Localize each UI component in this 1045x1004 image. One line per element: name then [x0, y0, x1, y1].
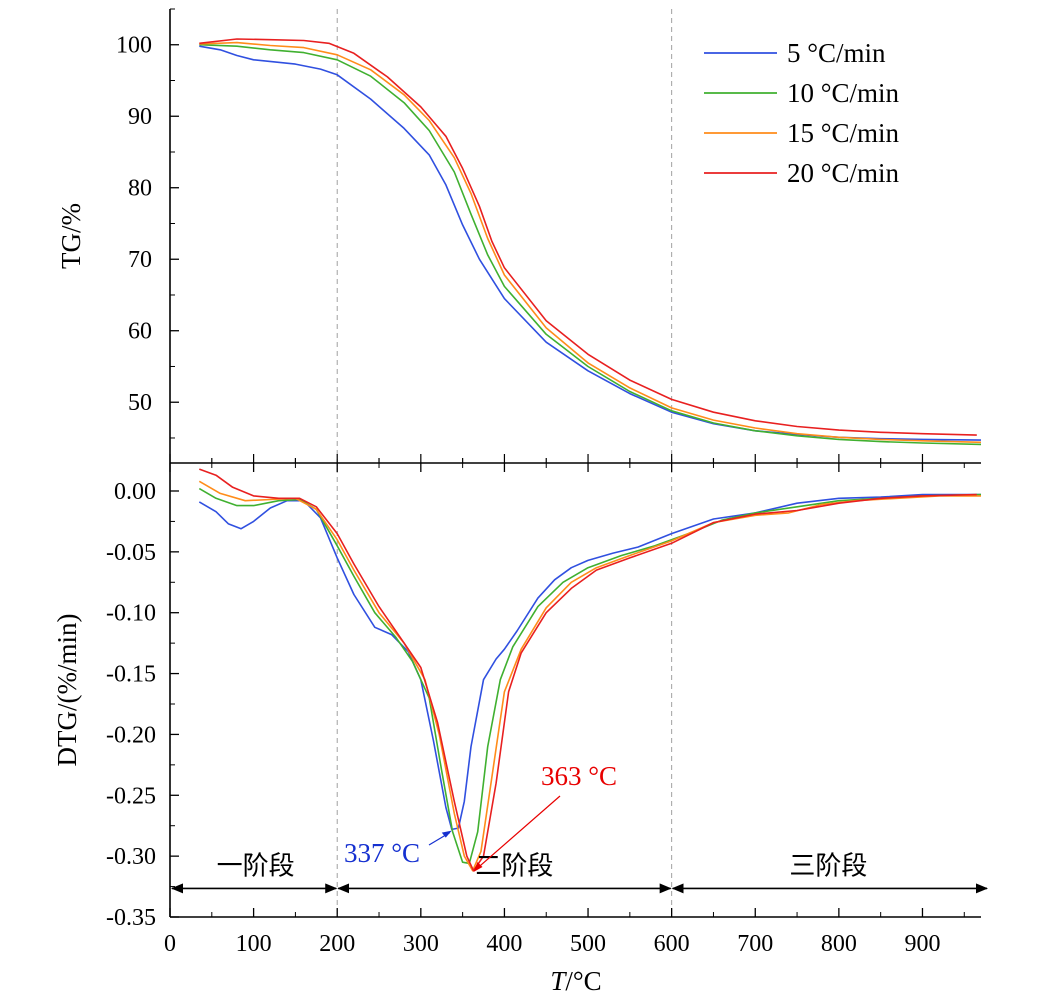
- x-axis-label: T/°C: [550, 966, 601, 996]
- dtg-series-line-2: [198, 480, 981, 872]
- tg-y-tick-label: 80: [128, 176, 152, 202]
- dtg-series-line-0: [198, 493, 981, 831]
- legend-label-2: 15 °C/min: [787, 118, 900, 148]
- dtg-series-line-3: [199, 468, 977, 872]
- dtg-series-line-1: [198, 487, 982, 865]
- x-tick-label: 700: [737, 931, 773, 957]
- dtg-y-tick-label: -0.30: [106, 844, 156, 870]
- tg-series-line-1: [199, 43, 982, 446]
- peak-20-pointer: [476, 795, 561, 870]
- x-tick-label: 200: [319, 931, 355, 957]
- legend-label-1: 10 °C/min: [787, 78, 900, 108]
- peak-20-label: 363 °C: [541, 761, 617, 791]
- dtg-y-tick-label: 0.00: [114, 479, 156, 505]
- dtg-y-axis-label: DTG/(%/min): [52, 614, 82, 767]
- tg-y-tick-label: 100: [116, 33, 152, 59]
- tg-y-axis-label: TG/%: [56, 203, 86, 269]
- tg-series-line-3: [199, 38, 977, 436]
- peak-5-pointer-head: [441, 830, 452, 838]
- stage-label-0: 一阶段: [217, 851, 295, 880]
- x-tick-label: 900: [904, 931, 940, 957]
- dtg-y-tick-label: -0.20: [106, 722, 156, 748]
- tg-y-tick-label: 50: [128, 390, 152, 416]
- legend: 5 °C/min 10 °C/min 15 °C/min 20 °C/min: [704, 38, 900, 188]
- x-tick-label: 300: [403, 931, 439, 957]
- dtg-y-tick-label: -0.05: [106, 540, 156, 566]
- stage-label-2: 三阶段: [789, 851, 867, 880]
- dtg-y-tick-label: -0.10: [106, 601, 156, 627]
- x-tick-label: 0: [164, 931, 176, 957]
- stage-label-1: 二阶段: [475, 851, 553, 880]
- tg-y-tick-label: 90: [128, 104, 152, 130]
- dtg-y-tick-label: -0.15: [106, 662, 156, 688]
- x-axis-label-symbol: T: [550, 966, 567, 996]
- tg-series-line-2: [199, 41, 982, 444]
- peak-5-label: 337 °C: [344, 838, 420, 868]
- x-tick-label: 500: [570, 931, 606, 957]
- legend-label-0: 5 °C/min: [787, 38, 886, 68]
- x-tick-label: 800: [821, 931, 857, 957]
- legend-label-3: 20 °C/min: [787, 158, 900, 188]
- tg-y-tick-label: 70: [128, 247, 152, 273]
- x-tick-label: 600: [654, 931, 690, 957]
- tg-y-tick-label: 60: [128, 319, 152, 345]
- dtg-y-tick-label: -0.25: [106, 783, 156, 809]
- x-axis-label-unit: /°C: [565, 966, 601, 996]
- x-tick-label: 400: [486, 931, 522, 957]
- tg-panel: 50 60 70 80 90 100 TG/% 5 °C/min 10 °C/min 15 °C/…: [56, 8, 982, 463]
- x-tick-label: 100: [236, 931, 272, 957]
- dtg-panel: 0.00 -0.05 -0.10 -0.15 -0.20 -0.25 -0.30 -0.35 0…: [52, 463, 988, 996]
- peak-20-pointer-head: [473, 861, 483, 872]
- dtg-y-tick-label: -0.35: [106, 905, 156, 931]
